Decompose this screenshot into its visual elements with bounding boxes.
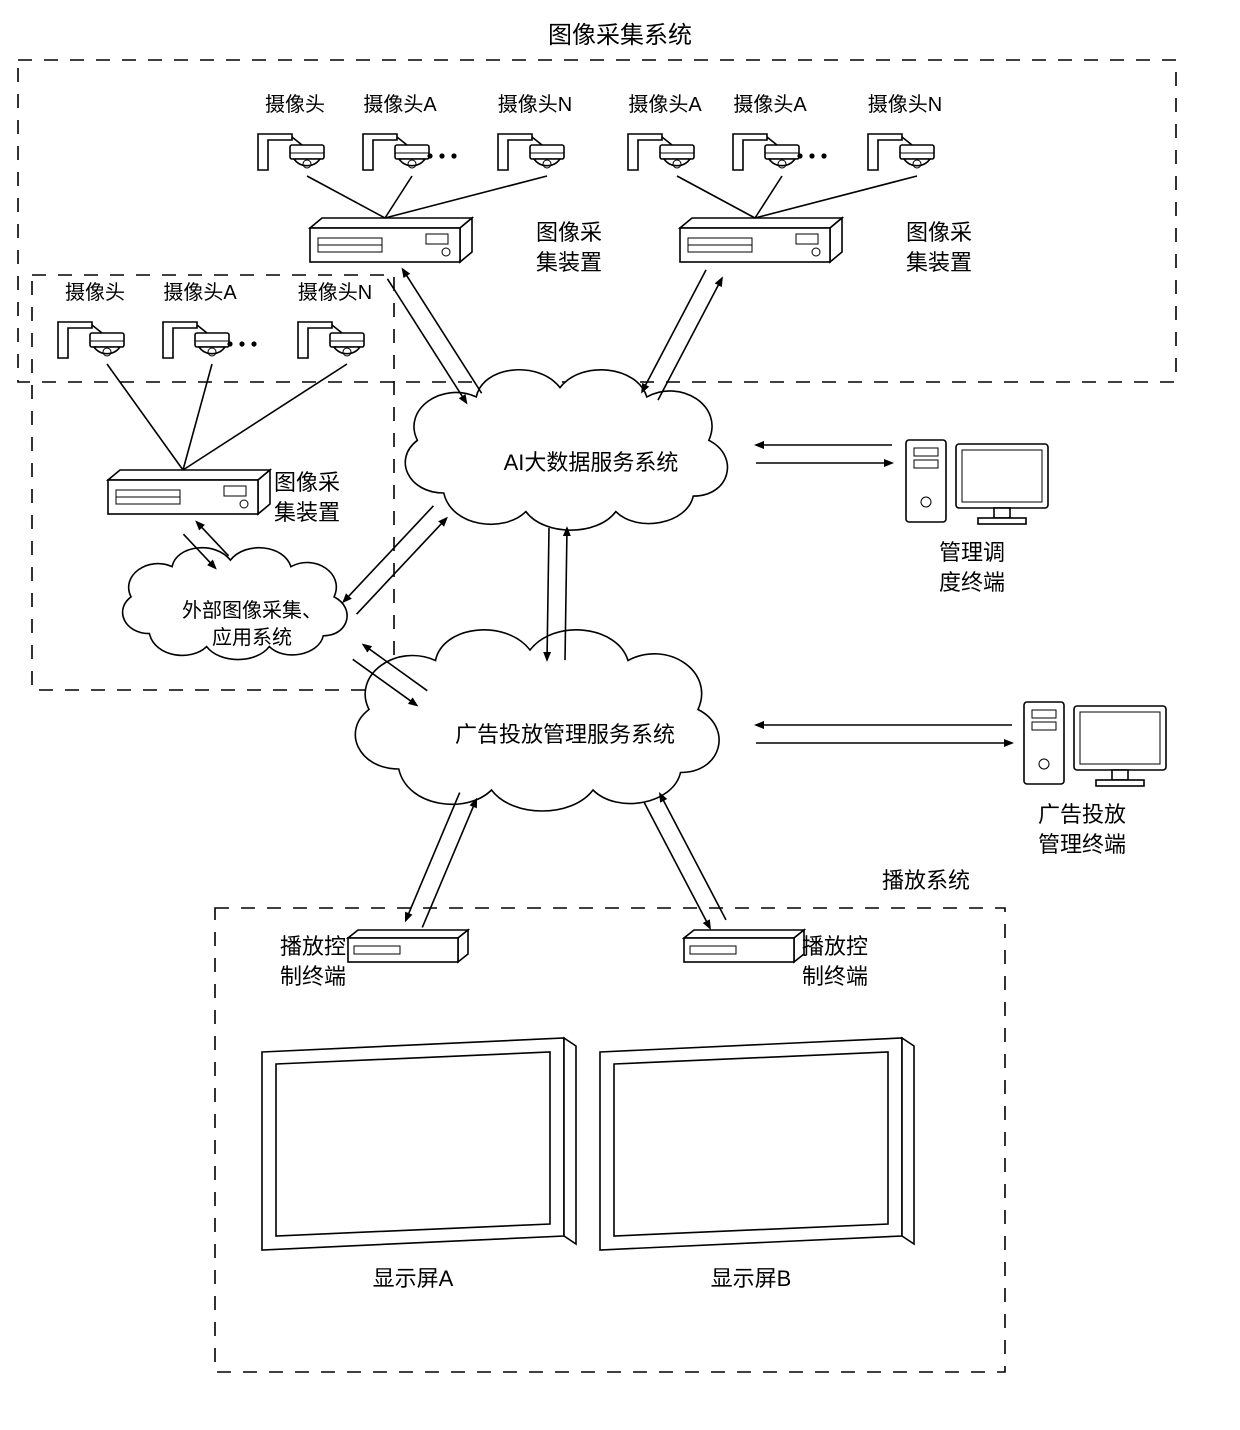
arrow	[644, 802, 710, 928]
arrow	[343, 506, 433, 602]
capture-label: 图像采集装置	[524, 218, 614, 277]
cloud-label: AI大数据服务系统	[415, 448, 767, 478]
arrow	[658, 278, 722, 400]
display-label: 显示屏A	[363, 1264, 463, 1294]
arrow	[403, 269, 482, 393]
camera-label: 摄像头A	[725, 92, 815, 119]
title-play-system: 播放系统	[856, 866, 996, 896]
camera-label: 摄像头A	[355, 92, 445, 119]
capture-label: 图像采集装置	[894, 218, 984, 277]
camera-label: 摄像头N	[860, 92, 950, 119]
title-system: 图像采集系统	[420, 20, 820, 52]
cloud-label: 外部图像采集、应用系统	[132, 598, 371, 652]
camera-label: 摄像头A	[620, 92, 710, 119]
cloud-label: 广告投放管理服务系统	[365, 720, 765, 750]
camera-label: 摄像头	[50, 280, 140, 307]
play-ctrl-label: 播放控制终端	[268, 932, 358, 991]
arrow	[660, 794, 726, 920]
pc-label: 广告投放管理终端	[1022, 800, 1142, 859]
diagram-stage: { "canvas":{"w":1240,"h":1430,"bg":"#fff…	[0, 0, 1240, 1430]
diagram-svg	[0, 0, 1240, 1430]
camera-label: 摄像头A	[155, 280, 245, 307]
display-label: 显示屏B	[701, 1264, 801, 1294]
capture-label: 图像采集装置	[262, 468, 352, 527]
arrow	[642, 270, 706, 392]
camera-label: 摄像头N	[490, 92, 580, 119]
camera-label: 摄像头	[250, 92, 340, 119]
camera-label: 摄像头N	[290, 280, 380, 307]
arrow	[387, 279, 466, 403]
pc-label: 管理调度终端	[912, 538, 1032, 597]
play-ctrl-label: 播放控制终端	[790, 932, 880, 991]
